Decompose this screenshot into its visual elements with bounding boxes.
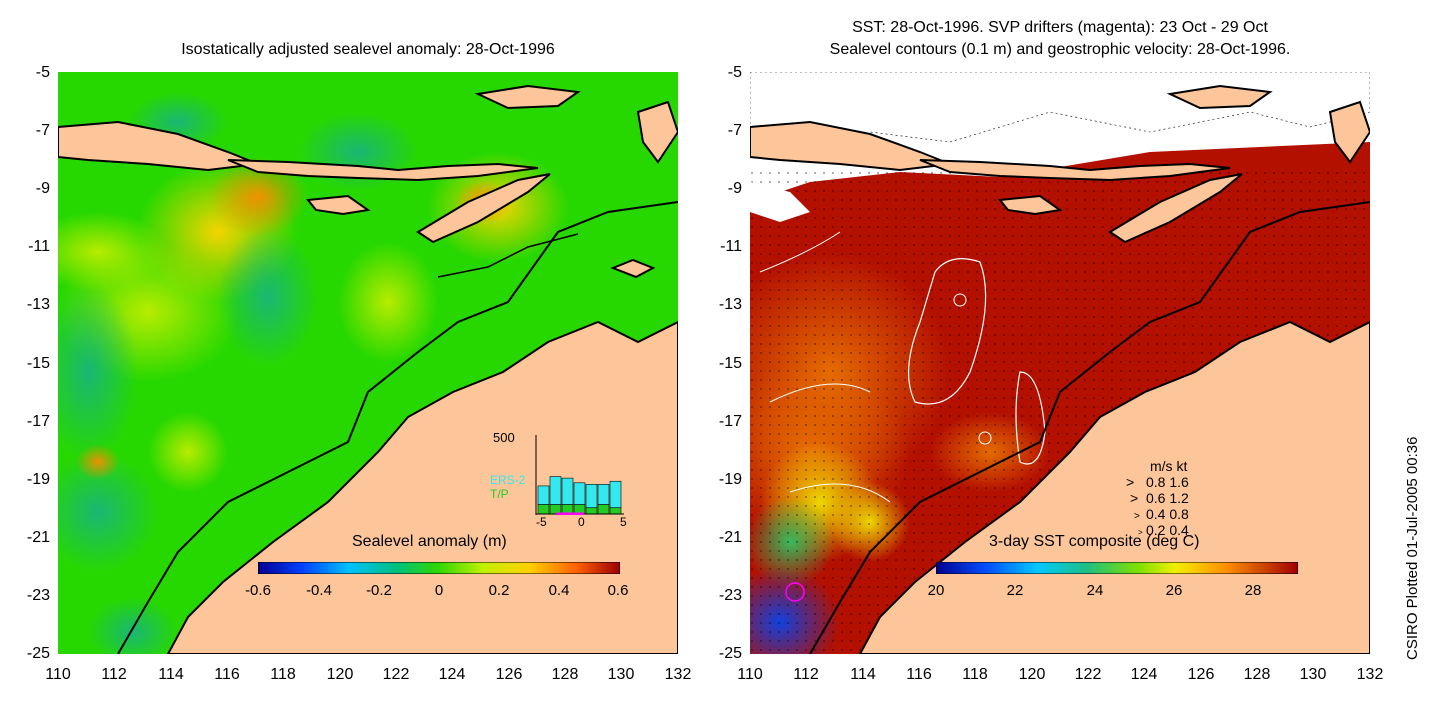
right-x-tick: 122	[1074, 666, 1102, 683]
right-y-tick: -7	[727, 122, 742, 139]
left-colorbar-tick: 0.4	[548, 582, 570, 599]
right-y-tick: -23	[718, 587, 742, 604]
left-x-tick: 114	[158, 666, 184, 683]
left-x-tick: 126	[495, 666, 523, 683]
left-y-tick: -5	[35, 64, 50, 81]
inset-bar-tp	[537, 504, 550, 515]
left-colorbar	[258, 562, 620, 574]
right-colorbar	[936, 562, 1298, 574]
left-x-tick: 118	[270, 666, 296, 683]
right-y-tick: -19	[718, 471, 742, 488]
left-colorbar-tick: -0.6	[245, 582, 271, 599]
left-x-tick: 122	[382, 666, 410, 683]
right-x-tick: 116	[906, 666, 932, 683]
left-y-tick: -21	[26, 529, 50, 546]
right-y-tick: -11	[720, 238, 742, 255]
inset-bar-ers2	[609, 480, 622, 509]
left-y-tick: -19	[26, 471, 50, 488]
left-colorbar-tick: -0.2	[366, 582, 392, 599]
left-x-tick: 132	[664, 666, 692, 683]
right-y-tick: -25	[718, 645, 742, 662]
right-x-tick: 132	[1356, 666, 1384, 683]
inset-bar-ers2	[597, 484, 610, 505]
velocity-arrow-icon: >	[1134, 511, 1140, 522]
velocity-legend-row: >0.8 1.6	[1126, 474, 1189, 490]
velocity-legend-row: >0.4 0.8	[1134, 506, 1189, 522]
credit-text: CSIRO Plotted 01-Jul-2005 00:36	[1404, 436, 1421, 660]
right-x-tick: 130	[1299, 666, 1327, 683]
right-colorbar-tick: 28	[1244, 582, 1262, 599]
inset-bar-tp	[609, 507, 622, 515]
left-y-tick: -11	[28, 238, 50, 255]
inset-histogram	[535, 435, 624, 515]
right-x-tick: 114	[850, 666, 876, 683]
velocity-legend-row: >0.2 0.4	[1138, 522, 1189, 538]
inset-ymax-label: 500	[493, 430, 515, 445]
right-y-tick: -5	[727, 64, 742, 81]
left-y-tick: -9	[35, 180, 50, 197]
left-colorbar-title: Sealevel anomaly (m)	[352, 533, 507, 550]
right-y-tick: -13	[718, 296, 742, 313]
velocity-legend-row: >0.6 1.2	[1130, 490, 1189, 506]
left-y-tick: -15	[26, 355, 50, 372]
left-x-tick: 112	[101, 666, 127, 683]
velocity-arrow-icon: >	[1126, 474, 1135, 490]
right-colorbar-tick: 24	[1086, 582, 1104, 599]
left-y-tick: -17	[26, 413, 50, 430]
velocity-arrow-icon: >	[1138, 528, 1143, 537]
left-colorbar-tick: 0	[434, 582, 444, 599]
right-x-tick: 124	[1130, 666, 1158, 683]
velocity-arrow-icon: >	[1130, 490, 1139, 506]
left-colorbar-tick: 0.6	[607, 582, 629, 599]
inset-series1-label: ERS-2	[490, 473, 526, 487]
right-y-tick: -15	[718, 355, 742, 372]
right-panel-title-line1: SST: 28-Oct-1996. SVP drifters (magenta)…	[852, 19, 1268, 36]
right-panel-title-line2: Sealevel contours (0.1 m) and geostrophi…	[829, 41, 1291, 58]
right-x-tick: 110	[737, 666, 763, 683]
left-x-tick: 130	[607, 666, 635, 683]
left-colorbar-tick: 0.2	[488, 582, 510, 599]
left-x-tick: 128	[551, 666, 579, 683]
left-colorbar-tick: -0.4	[306, 582, 332, 599]
right-x-tick: 112	[793, 666, 819, 683]
inset-bar-ers2	[549, 476, 562, 505]
left-x-tick: 110	[45, 666, 71, 683]
inset-x-tick: 5	[620, 515, 627, 529]
inset-bar-ers2	[573, 482, 586, 505]
right-colorbar-tick: 20	[927, 582, 945, 599]
left-x-tick: 124	[438, 666, 466, 683]
inset-series2-label: T/P	[490, 487, 509, 501]
inset-bar-tp	[585, 507, 598, 515]
left-panel-title: Isostatically adjusted sealevel anomaly:…	[181, 41, 555, 58]
inset-bar-tp	[597, 504, 610, 515]
inset-bar-ers2	[585, 484, 598, 509]
right-x-tick: 120	[1018, 666, 1046, 683]
inset-x-tick: -5	[536, 515, 547, 529]
inset-x-tick: 0	[578, 515, 585, 529]
right-colorbar-title: 3-day SST composite (deg C)	[989, 533, 1200, 550]
right-y-tick: -17	[718, 413, 742, 430]
left-x-tick: 116	[214, 666, 240, 683]
right-y-tick: -9	[727, 180, 742, 197]
inset-bar-ers2	[537, 485, 550, 505]
right-x-tick: 128	[1243, 666, 1271, 683]
right-x-tick: 118	[962, 666, 988, 683]
left-x-tick: 120	[326, 666, 354, 683]
left-y-tick: -23	[26, 587, 50, 604]
right-y-tick: -21	[718, 529, 742, 546]
inset-bar-ers2	[561, 477, 574, 505]
right-colorbar-tick: 22	[1006, 582, 1024, 599]
right-colorbar-tick: 26	[1165, 582, 1183, 599]
left-y-tick: -13	[26, 296, 50, 313]
left-y-tick: -7	[35, 122, 50, 139]
velocity-legend-header: m/s kt	[1150, 458, 1188, 474]
left-y-tick: -25	[26, 645, 50, 662]
right-x-tick: 126	[1187, 666, 1215, 683]
